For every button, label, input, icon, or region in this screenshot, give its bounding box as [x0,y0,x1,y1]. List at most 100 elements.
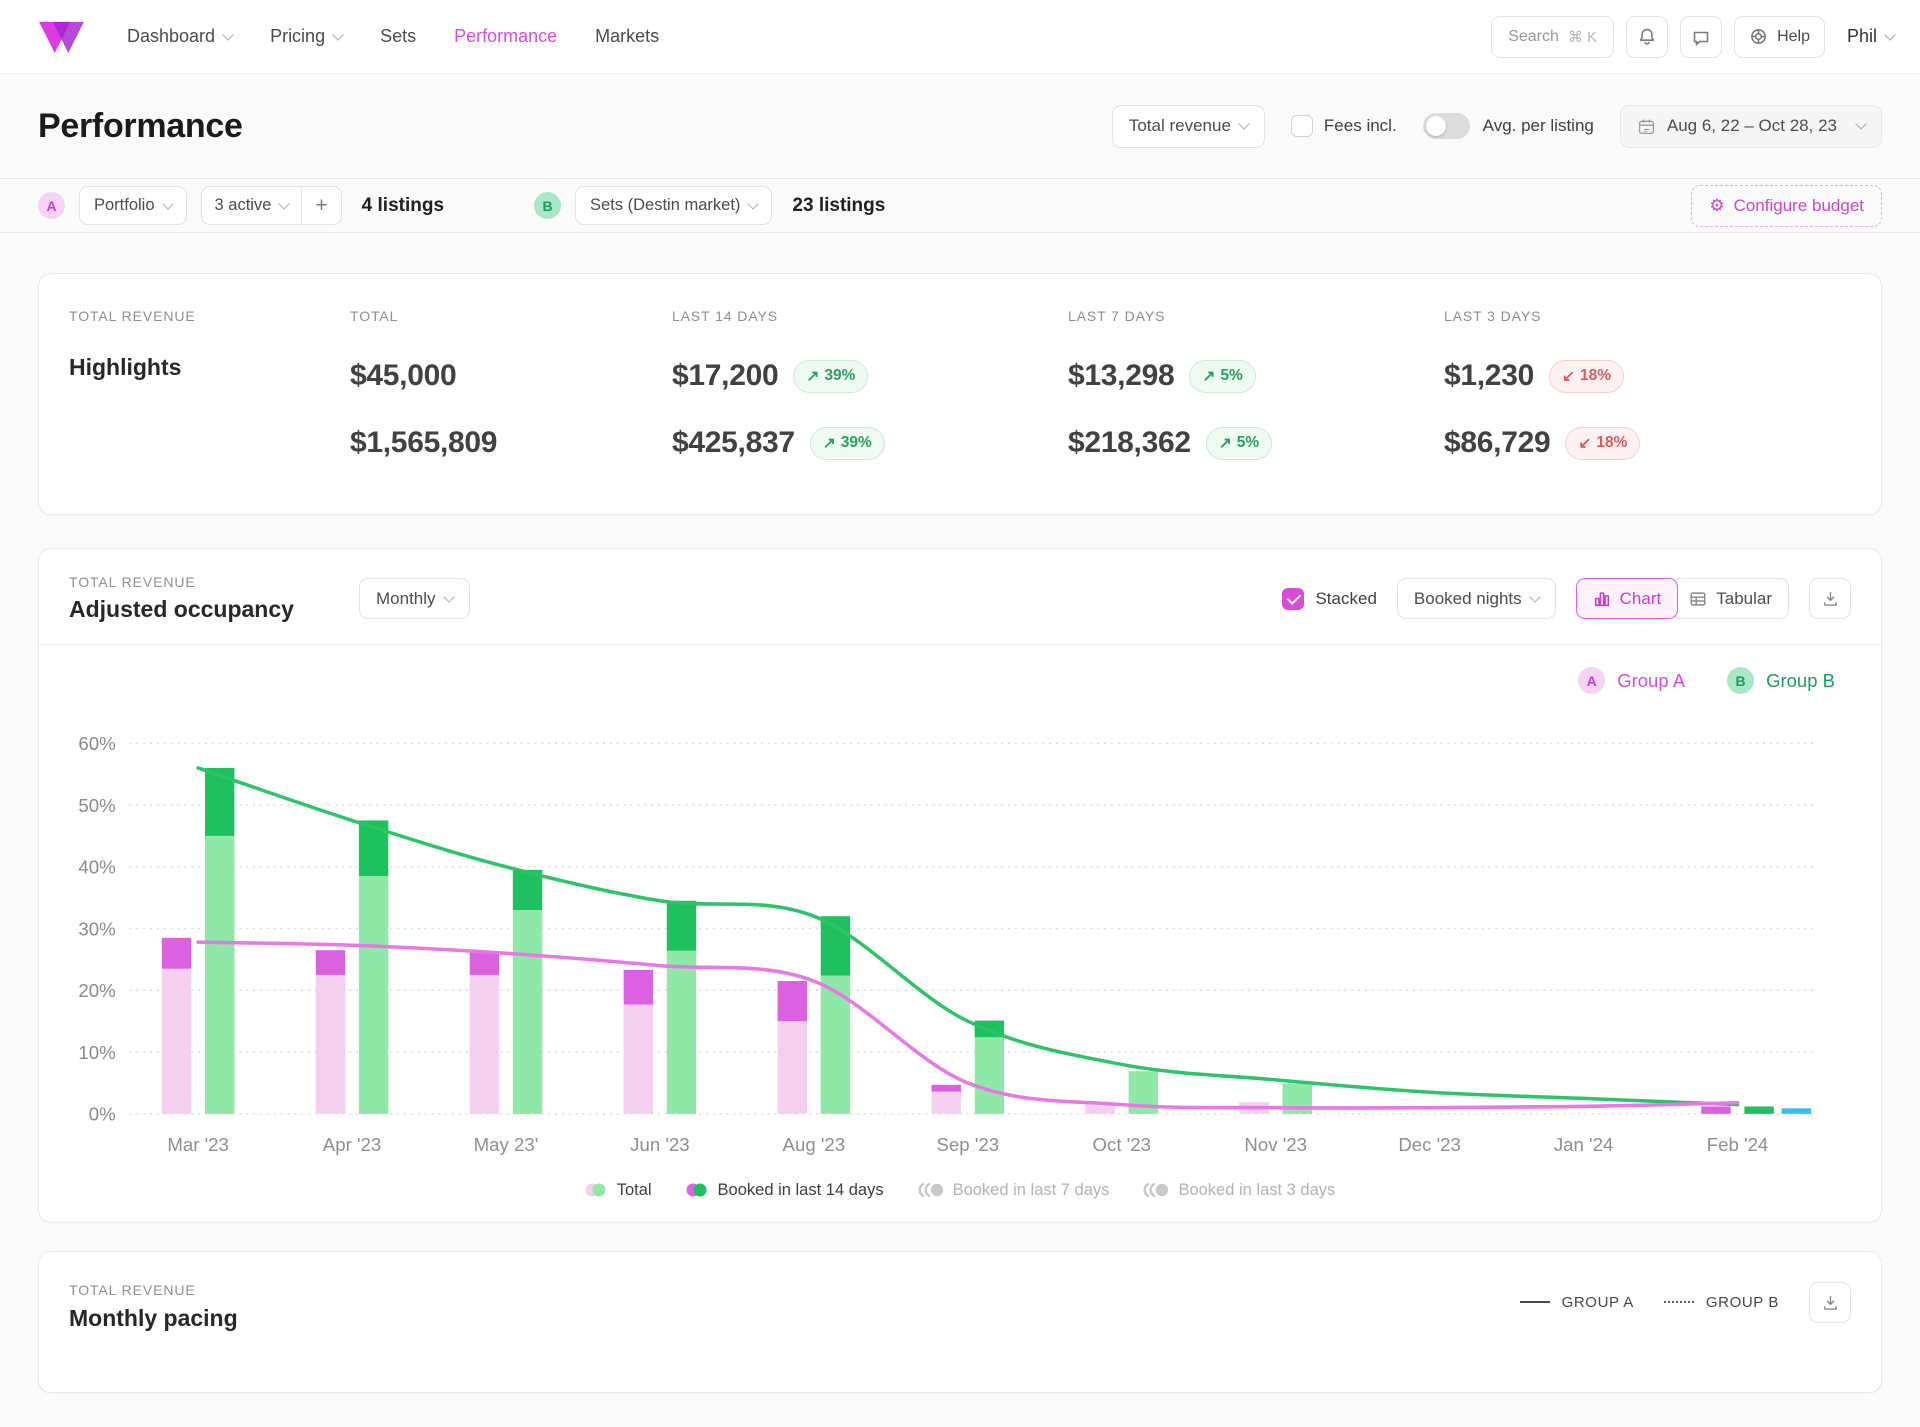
occupancy-bar-group-a[interactable] [777,981,807,1022]
occupancy-bar-group-a[interactable] [161,968,192,1114]
fees-incl-checkbox[interactable]: Fees incl. [1290,115,1397,137]
occupancy-bar-group-a[interactable] [1701,1106,1731,1114]
occupancy-bar-group-a[interactable] [161,937,192,969]
chevron-down-icon [747,197,760,210]
nav-item-performance[interactable]: Performance [454,26,558,46]
calendar-icon [1638,119,1654,134]
group-b-badge: B [1727,667,1755,694]
chevron-down-icon [161,197,174,210]
legend-group-a[interactable]: A Group A [1578,667,1685,694]
occupancy-controls: Stacked Booked nights Chart [1282,578,1851,619]
nav-item-markets[interactable]: Markets [595,26,660,46]
feedback-button[interactable] [1680,15,1723,58]
series-legend: Total Booked in last 14 days Booked in l… [39,1181,1881,1200]
occupancy-bar-group-a[interactable] [623,1004,654,1114]
occupancy-bar-group-c[interactable] [1781,1108,1812,1114]
main-content: TOTAL REVENUE Highlights TOTAL $45,000 $… [0,273,1920,1393]
y-tick-label: 30% [78,918,115,939]
booked-nights-dropdown[interactable]: Booked nights [1396,578,1556,619]
y-tick-label: 20% [78,980,115,1001]
chart-view-button[interactable]: Chart [1575,578,1679,619]
configure-budget-button[interactable]: ⚙ Configure budget [1691,184,1882,227]
highlights-title-column: TOTAL REVENUE Highlights [69,308,350,488]
gear-icon: ⚙ [1709,196,1725,215]
x-tick-label: Apr '23 [323,1134,381,1155]
x-tick-label: Nov '23 [1244,1134,1307,1155]
change-badge: ↗ 39% [793,359,869,393]
add-filter-button[interactable]: + [315,193,328,217]
stat-column-last-14-days: LAST 14 DAYS $17,200 ↗ 39% $425,837 ↗ 39% [672,308,1068,488]
wheelhouse-logo-icon[interactable] [38,18,85,55]
x-tick-label: Aug '23 [783,1134,846,1155]
group-a-badge: A [1578,667,1606,694]
occupancy-bar-group-a[interactable] [777,1021,807,1114]
sets-dropdown[interactable]: Sets (Destin market) [575,186,773,225]
occupancy-bar-group-a[interactable] [315,950,346,975]
group-b-listing-count: 23 listings [792,194,886,216]
chevron-down-icon [1238,118,1250,130]
download-icon [1823,1295,1837,1310]
group-filter-bar: A Portfolio 3 active + 4 listings B Sets… [0,178,1920,233]
pacing-title: Monthly pacing [69,1304,238,1331]
occupancy-bar-group-a[interactable] [469,974,500,1114]
occupancy-bar-group-a[interactable] [1085,1103,1115,1114]
highlights-grid: TOTAL REVENUE Highlights TOTAL $45,000 $… [69,308,1851,488]
active-listings-control: 3 active + [200,186,342,225]
nav-item-sets[interactable]: Sets [380,26,417,46]
group-b-badge: B [534,192,562,219]
nav-item-dashboard[interactable]: Dashboard [127,26,234,47]
search-shortcut: ⌘ K [1567,28,1598,46]
x-tick-label: Feb '24 [1707,1134,1769,1155]
search-button[interactable]: Search ⌘ K [1491,15,1615,58]
tabular-view-button[interactable]: Tabular [1672,578,1789,619]
download-icon [1823,591,1837,606]
user-menu[interactable]: Phil [1847,26,1896,47]
occupancy-bar-group-b[interactable] [666,950,697,1114]
active-listings-dropdown[interactable]: 3 active [202,187,302,224]
occupancy-bar-group-a[interactable] [931,1091,961,1114]
occupancy-bar-group-a[interactable] [315,974,346,1114]
portfolio-dropdown[interactable]: Portfolio [79,186,187,225]
metric-dropdown[interactable]: Total revenue [1111,104,1265,148]
occupancy-bar-group-b[interactable] [974,1037,1005,1114]
download-chart-button[interactable] [1809,578,1851,619]
help-button[interactable]: Help [1734,15,1825,58]
checkbox-checked[interactable] [1282,587,1305,610]
y-tick-label: 40% [78,857,115,878]
occupancy-bar-group-a[interactable] [931,1084,961,1092]
bar-chart-icon [1594,591,1609,606]
download-pacing-button[interactable] [1809,1281,1851,1323]
occupancy-bar-group-b[interactable] [358,876,389,1114]
legend-booked-3-days[interactable]: Booked in last 3 days [1143,1181,1335,1200]
checkbox-unchecked[interactable] [1290,115,1313,137]
legend-total[interactable]: Total [585,1181,652,1200]
stacked-checkbox[interactable]: Stacked [1282,587,1377,610]
trend-line[interactable] [196,766,1740,1107]
y-tick-label: 50% [78,795,115,816]
occupancy-bar-group-b[interactable] [512,910,543,1114]
legend-booked-7-days[interactable]: Booked in last 7 days [918,1181,1109,1200]
nav-item-pricing[interactable]: Pricing [270,26,344,47]
dotted-line-icon [1663,1301,1694,1304]
date-range-picker[interactable]: Aug 6, 22 – Oct 28, 23 [1619,104,1882,148]
table-icon [1690,591,1706,606]
occupancy-bar-group-b[interactable] [1744,1106,1774,1114]
trend-arrow-icon: ↗ [1202,367,1216,385]
trend-line[interactable] [196,940,1740,1110]
x-tick-label: May 23' [474,1134,539,1155]
legend-group-b[interactable]: B Group B [1727,667,1835,694]
avg-per-listing-toggle[interactable] [1422,113,1470,139]
occupancy-bar-group-a[interactable] [469,952,500,975]
solid-line-icon [1519,1301,1550,1304]
occupancy-bar-group-a[interactable] [623,969,654,1005]
lifebuoy-icon [1751,29,1766,44]
legend-booked-14-days[interactable]: Booked in last 14 days [686,1181,884,1200]
interval-dropdown[interactable]: Monthly [359,578,470,619]
change-badge: ↙ 18% [1548,359,1624,393]
notifications-button[interactable] [1626,15,1669,58]
occupancy-bar-group-b[interactable] [204,835,235,1114]
occupancy-bar-group-b[interactable] [666,900,697,951]
stat-column-total: TOTAL $45,000 $1,565,809 [350,308,498,459]
chevron-down-icon [1884,28,1896,41]
total-series-icon [585,1183,606,1197]
